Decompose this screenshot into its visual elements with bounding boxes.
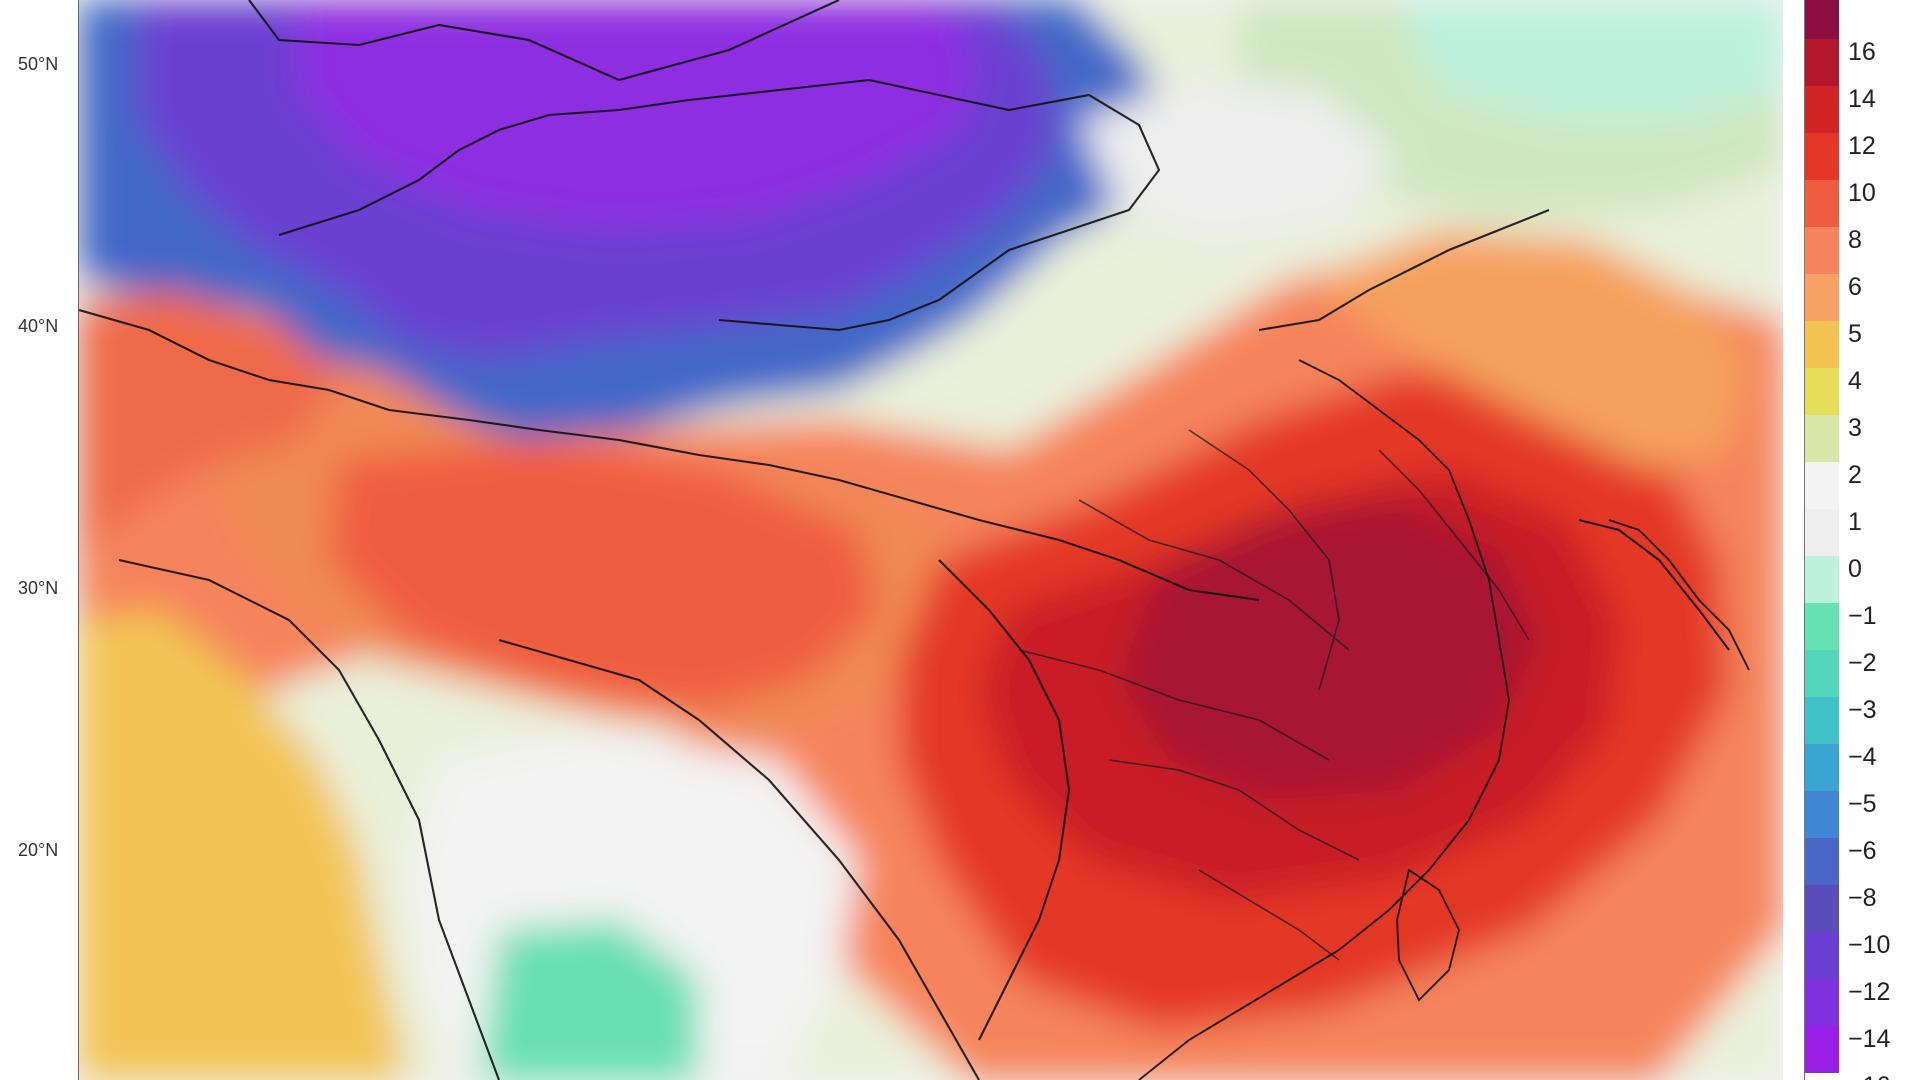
anomaly-fields (79, 0, 1783, 1080)
legend-tick-label: 3 (1848, 414, 1862, 442)
map-panel[interactable] (78, 0, 1783, 1080)
legend-tick-label: 14 (1848, 85, 1876, 113)
legend-swatch (1805, 415, 1839, 462)
legend-swatch (1805, 1026, 1839, 1073)
mongolia-cold-core (299, 0, 979, 230)
legend-swatch (1805, 0, 1839, 39)
northeast-neutral-band (1079, 80, 1399, 240)
legend-tick-label: −2 (1848, 649, 1877, 677)
legend-swatch (1805, 462, 1839, 509)
legend-swatch (1805, 556, 1839, 603)
west-warm-field (79, 290, 339, 560)
legend-swatch (1805, 603, 1839, 650)
legend-tick-label: 1 (1848, 508, 1862, 536)
legend-tick-label: 5 (1848, 320, 1862, 348)
anomaly-map[interactable] (79, 0, 1783, 1080)
legend-tick-label: 6 (1848, 273, 1862, 301)
legend-swatch (1805, 744, 1839, 791)
northern-border (278, 78, 1161, 332)
latitude-label-40n: 40°N (18, 316, 59, 336)
legend-swatch (1805, 979, 1839, 1026)
province-borders (1018, 429, 1530, 961)
legend-tick-label: −16 (1848, 1074, 1890, 1080)
japan-coast (1578, 518, 1730, 651)
legend-tick-label: −10 (1848, 931, 1891, 959)
legend-swatch (1805, 791, 1839, 838)
legend-swatch (1805, 650, 1839, 697)
legend-tick-label: 4 (1848, 367, 1862, 395)
legend-swatch (1805, 838, 1839, 885)
korea-border (1258, 209, 1550, 332)
legend-swatch (1805, 932, 1839, 979)
country-borders (79, 0, 1730, 1080)
legend-swatch (1805, 274, 1839, 321)
legend-swatch (1805, 133, 1839, 180)
legend-tick-label: 8 (1848, 226, 1862, 254)
southeast-border (498, 638, 980, 1080)
russia-mongolia-border (248, 0, 840, 82)
province-line-4 (1108, 759, 1360, 861)
central-border (79, 308, 1260, 602)
color-legend: 1614121086543210−1−2−3−4−5−6−8−10−12−14−… (1804, 0, 1920, 1080)
hot-core (1119, 500, 1539, 800)
legend-swatch (1805, 39, 1839, 86)
legend-tick-label: −12 (1848, 978, 1891, 1006)
legend-color-bar (1804, 0, 1839, 1080)
latitude-label-50n: 50°N (18, 54, 59, 74)
tibetan-plateau-core (329, 440, 879, 710)
taiwan-outline (1396, 868, 1461, 1002)
legend-tick-label: 16 (1848, 38, 1876, 66)
legend-swatch (1805, 368, 1839, 415)
province-line-3 (1018, 649, 1330, 761)
north-east-cool-core (1399, 0, 1783, 120)
legend-tick-label: 2 (1848, 461, 1862, 489)
legend-tick-label: 10 (1848, 179, 1876, 207)
legend-tick-label: −1 (1848, 602, 1877, 630)
bay-of-bengal-field (479, 920, 699, 1080)
coastlines (1138, 359, 1750, 1080)
legend-swatch (1805, 86, 1839, 133)
indian-subcontinent-field (79, 610, 409, 1080)
province-line-6 (1378, 449, 1530, 641)
korean-japan-warm-field (1309, 230, 1749, 470)
legend-swatch (1805, 227, 1839, 274)
legend-swatch (1805, 321, 1839, 368)
legend-tick-label: 0 (1848, 555, 1862, 583)
legend-tick-label: −14 (1848, 1025, 1891, 1053)
legend-swatch (1805, 509, 1839, 556)
legend-tick-label: −4 (1848, 743, 1877, 771)
province-line-2 (1078, 499, 1350, 651)
legend-tick-label: −3 (1848, 696, 1877, 724)
east-china-coast (1138, 359, 1510, 1080)
south-china-border (938, 559, 1071, 1041)
legend-tick-label: −5 (1848, 790, 1877, 818)
japan-outline (1608, 519, 1750, 671)
legend-tick-label: 12 (1848, 132, 1876, 160)
latitude-label-30n: 30°N (18, 578, 59, 598)
province-line-5 (1198, 869, 1340, 961)
legend-swatch (1805, 697, 1839, 744)
india-border (118, 558, 500, 1080)
latitude-label-20n: 20°N (18, 840, 59, 860)
province-line-1 (1188, 429, 1340, 691)
legend-tick-label: −8 (1848, 884, 1877, 912)
legend-tick-label: −6 (1848, 837, 1877, 865)
legend-swatch (1805, 180, 1839, 227)
legend-swatch (1805, 885, 1839, 932)
latitude-axis: 50°N 40°N 30°N 20°N (0, 0, 78, 1080)
